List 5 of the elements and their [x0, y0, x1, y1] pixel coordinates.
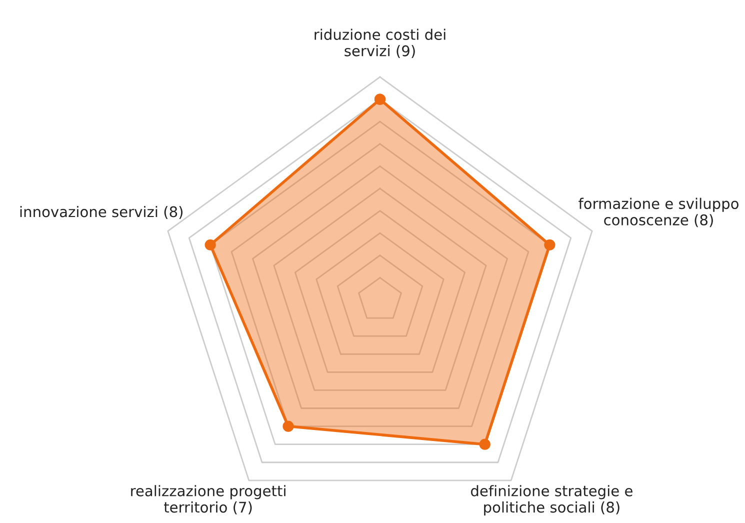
spoke-label: realizzazione progetti territorio (7) [131, 485, 286, 514]
spoke-label: riduzione costi dei servizi (9) [314, 28, 446, 58]
spoke-label: definizione strategie e politiche sociali (8) [471, 485, 632, 516]
spoke-label: formazione e sviluppo conoscenze (8) [578, 198, 738, 228]
spoke-label: innovazione servizi (8) [20, 206, 183, 219]
